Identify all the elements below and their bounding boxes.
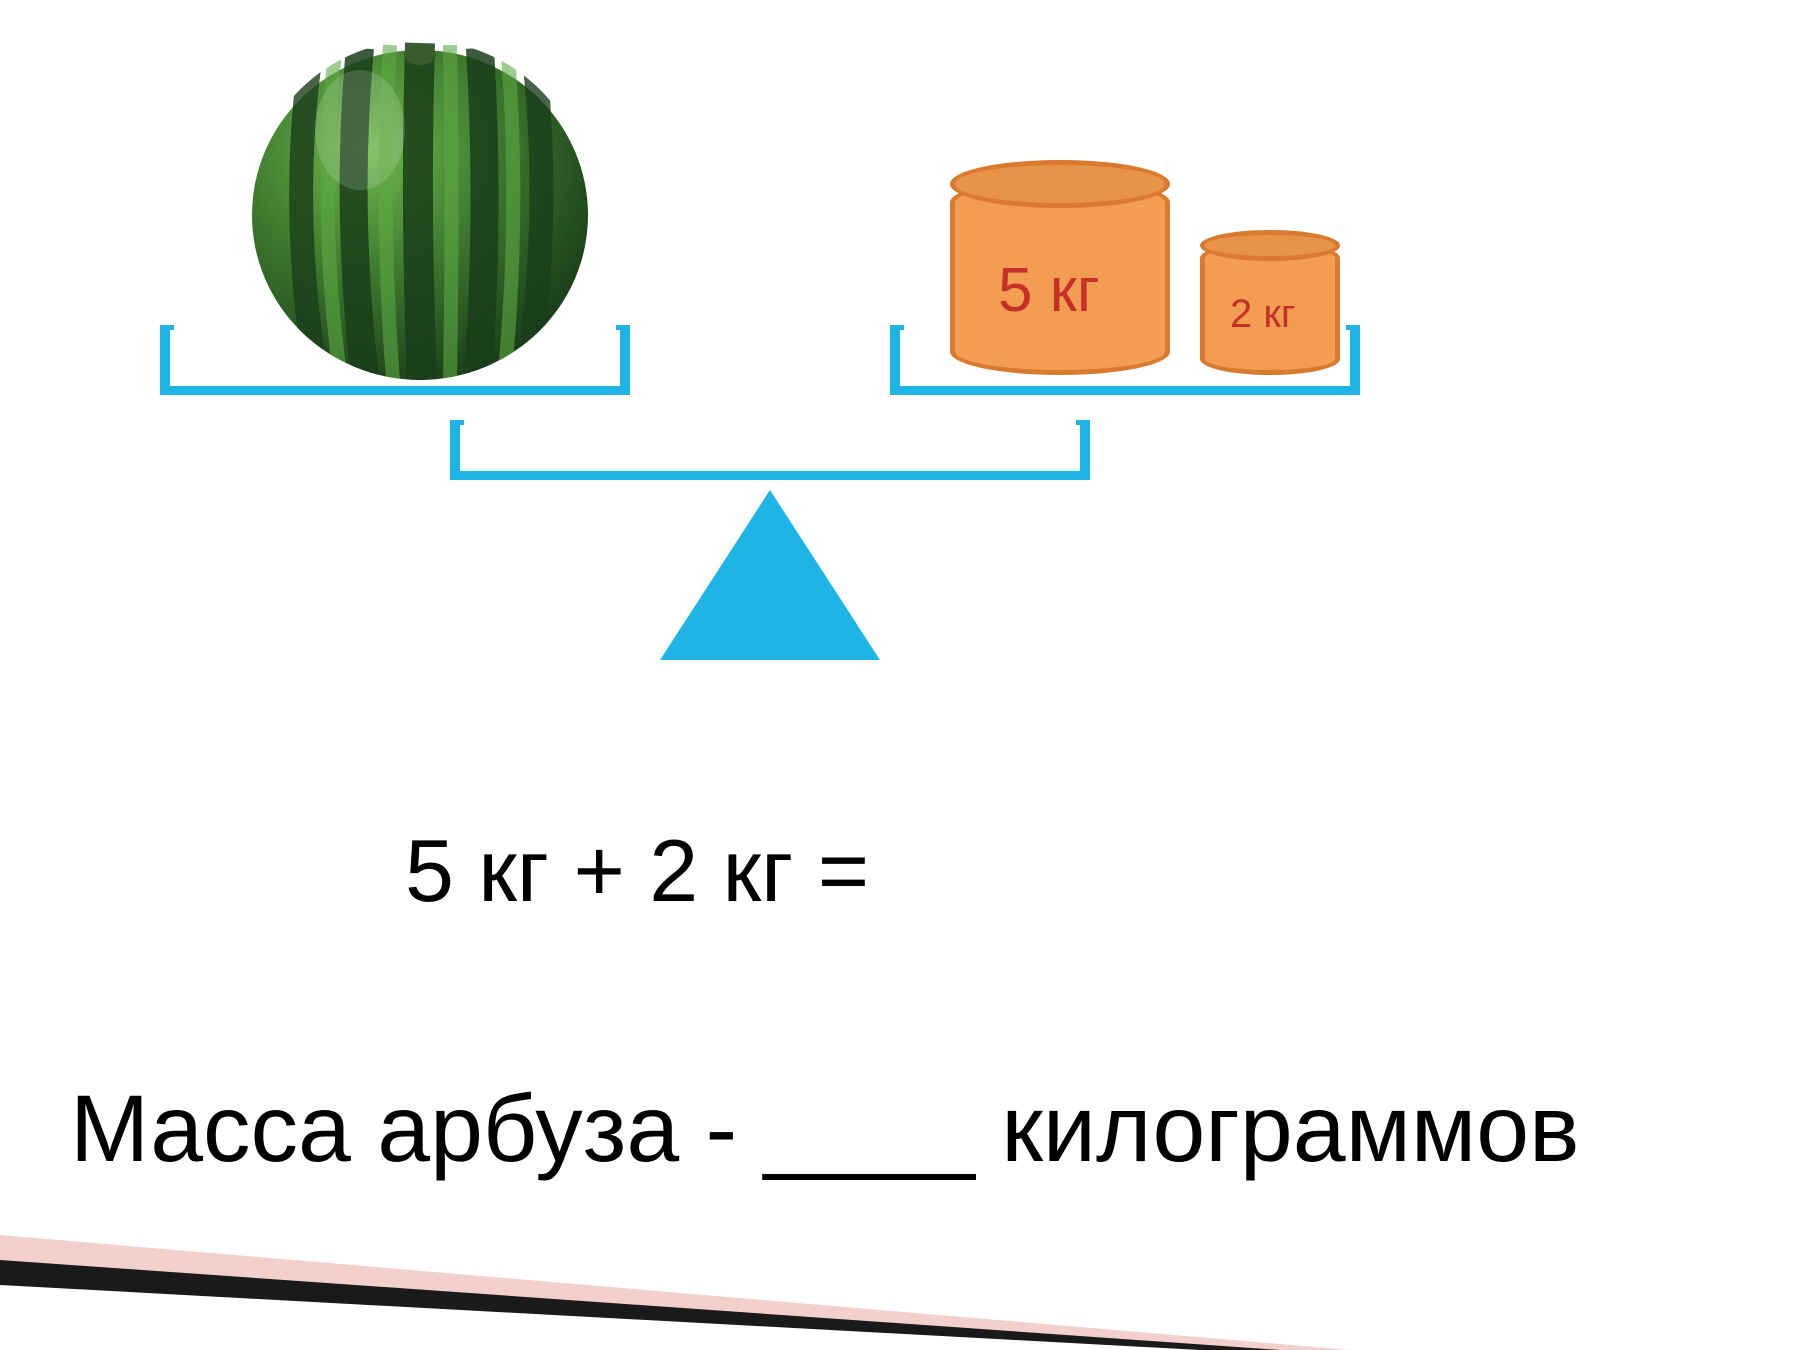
decorative-wedge	[0, 0, 1800, 1350]
